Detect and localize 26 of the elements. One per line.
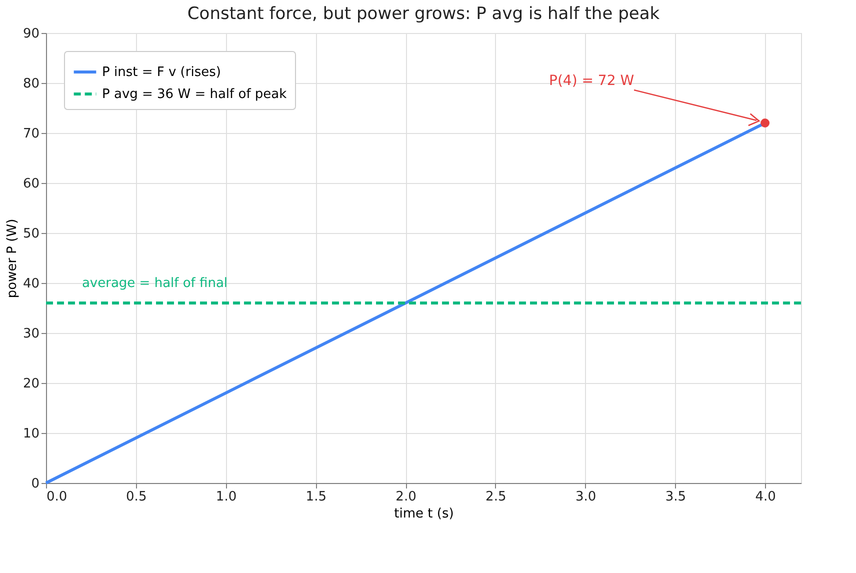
x-tick-label: 1.5 xyxy=(306,490,326,504)
y-tick-label: 30 xyxy=(22,326,40,342)
y-tick-label: 80 xyxy=(22,76,40,92)
x-tick-label: 4.0 xyxy=(755,490,776,504)
x-tick-label: 1.0 xyxy=(216,490,237,504)
y-axis-title: power P (W) xyxy=(4,218,20,298)
legend-label: P inst = F v (rises) xyxy=(102,65,221,80)
chart-title: Constant force, but power grows: P avg is half the peak xyxy=(187,4,660,24)
y-tick-label: 20 xyxy=(22,376,40,392)
x-tick-label: 3.5 xyxy=(665,490,686,504)
annotation: average = half of final xyxy=(82,276,228,291)
y-tick-label: 10 xyxy=(22,426,40,442)
x-axis-title: time t (s) xyxy=(394,506,454,522)
x-tick-label: 0.5 xyxy=(126,490,147,504)
x-tick-label: 2.5 xyxy=(486,490,506,504)
y-tick-label: 40 xyxy=(22,276,40,292)
x-tick-label: 0.0 xyxy=(46,490,68,504)
y-tick-label: 60 xyxy=(22,176,40,192)
annotation: P(4) = 72 W xyxy=(549,73,634,89)
legend-label: P avg = 36 W = half of peak xyxy=(102,87,288,102)
y-tick-label: 50 xyxy=(22,226,40,242)
y-tick-label: 0 xyxy=(31,476,40,492)
x-tick-label: 3.0 xyxy=(575,490,596,504)
y-tick-label: 70 xyxy=(22,126,40,142)
x-tick-label: 2.0 xyxy=(396,490,416,504)
y-tick-label: 90 xyxy=(22,26,40,42)
